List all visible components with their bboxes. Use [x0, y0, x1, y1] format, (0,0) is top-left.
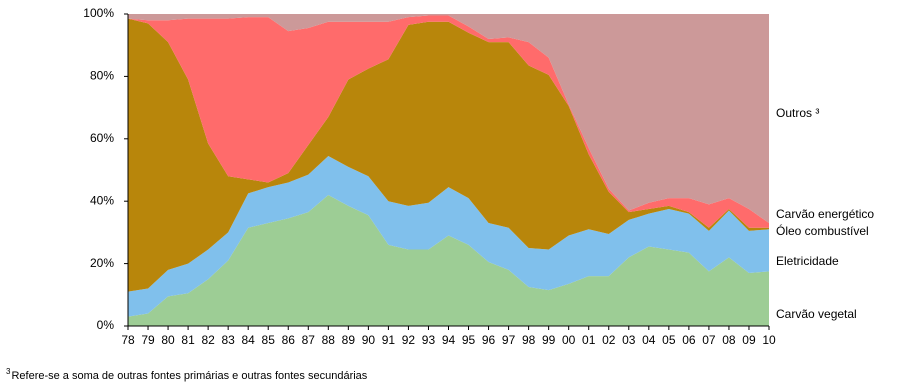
- x-tick-label: 80: [161, 333, 175, 347]
- y-tick-label: 40%: [90, 193, 114, 207]
- x-tick-label: 08: [722, 333, 736, 347]
- x-tick-label: 97: [502, 333, 516, 347]
- x-tick-label: 82: [201, 333, 215, 347]
- x-tick-label: 83: [221, 333, 235, 347]
- footnote-text: Refere-se a soma de outras fontes primár…: [11, 370, 367, 382]
- x-tick-label: 81: [181, 333, 195, 347]
- x-tick-label: 05: [662, 333, 676, 347]
- y-tick-label: 0%: [97, 318, 115, 332]
- x-tick-label: 00: [562, 333, 576, 347]
- x-tick-label: 79: [141, 333, 155, 347]
- legend-label: Outros ³: [776, 106, 819, 120]
- x-tick-label: 09: [742, 333, 756, 347]
- x-tick-label: 06: [682, 333, 696, 347]
- x-tick-label: 03: [622, 333, 636, 347]
- x-tick-label: 95: [462, 333, 476, 347]
- x-tick-label: 91: [382, 333, 396, 347]
- area: [128, 155, 769, 317]
- x-tick-label: 10: [762, 333, 776, 347]
- x-tick-label: 78: [121, 333, 135, 347]
- area: [128, 14, 769, 224]
- legend-label: Eletricidade: [776, 254, 839, 268]
- footnote: 3Refere-se a soma de outras fontes primá…: [6, 367, 368, 382]
- footnote-marker: 3: [6, 367, 11, 376]
- area: [128, 18, 769, 292]
- x-tick-label: 02: [602, 333, 616, 347]
- x-tick-label: 86: [282, 333, 296, 347]
- x-tick-label: 89: [342, 333, 356, 347]
- x-tick-label: 94: [442, 333, 456, 347]
- legend-label: Óleo combustível: [776, 223, 869, 238]
- y-tick-label: 60%: [90, 131, 114, 145]
- y-tick-label: 100%: [83, 6, 114, 20]
- x-tick-label: 04: [642, 333, 656, 347]
- x-tick-label: 88: [322, 333, 336, 347]
- x-tick-label: 98: [522, 333, 536, 347]
- x-tick-label: 90: [362, 333, 376, 347]
- x-tick-label: 87: [302, 333, 316, 347]
- x-tick-label: 07: [702, 333, 716, 347]
- x-tick-label: 84: [242, 333, 256, 347]
- legend-label: Carvão energético: [776, 207, 874, 221]
- x-tick-label: 92: [402, 333, 416, 347]
- x-tick-label: 85: [262, 333, 276, 347]
- x-tick-label: 01: [582, 333, 596, 347]
- x-tick-label: 99: [542, 333, 556, 347]
- x-tick-label: 93: [422, 333, 436, 347]
- area: [128, 15, 769, 228]
- y-tick-label: 20%: [90, 256, 114, 270]
- legend-label: Carvão vegetal: [776, 307, 857, 321]
- area: [128, 194, 769, 326]
- y-tick-label: 80%: [90, 69, 114, 83]
- x-tick-label: 96: [482, 333, 496, 347]
